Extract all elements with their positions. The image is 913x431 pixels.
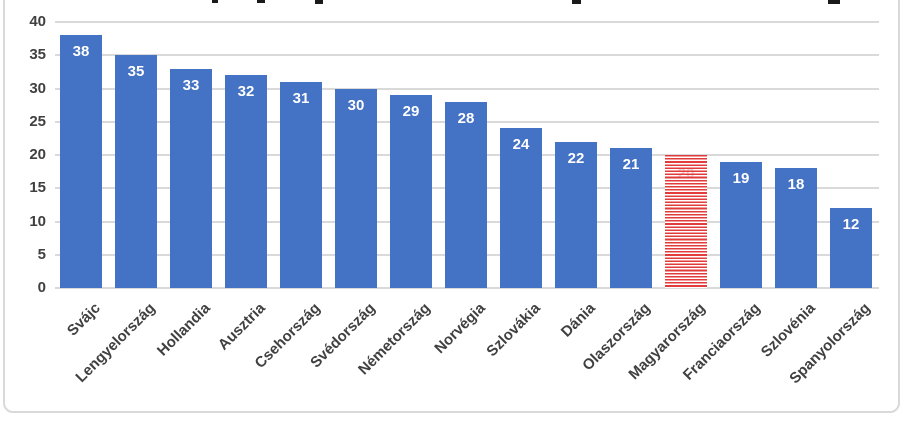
gridline <box>55 287 879 289</box>
y-axis-tick-label: 40 <box>29 13 46 30</box>
gridline <box>55 21 879 23</box>
gridline <box>55 54 879 57</box>
bar-value-label: 19 <box>732 169 750 187</box>
bar-3: 32 <box>225 75 267 288</box>
bar-value-label: 24 <box>512 136 530 154</box>
bar-value-label: 30 <box>347 96 365 114</box>
y-axis-tick-label: 15 <box>29 179 46 197</box>
bar-9: 22 <box>555 141 597 288</box>
clipped-title-fragment <box>315 0 323 4</box>
bar-2: 33 <box>170 68 212 288</box>
bar-12: 19 <box>720 161 762 288</box>
bar-value-label: 21 <box>622 156 640 174</box>
y-axis-tick-label: 10 <box>29 212 46 230</box>
y-axis-tick-label: 5 <box>37 245 46 263</box>
bar-4: 31 <box>280 81 322 288</box>
y-axis-tick-label: 35 <box>29 46 46 64</box>
bar-5: 30 <box>335 88 377 288</box>
bar-value-label: 35 <box>127 63 145 81</box>
gridline <box>55 87 879 90</box>
bar-value-label: 33 <box>182 76 200 94</box>
bar-10: 21 <box>610 148 652 288</box>
bar-8: 24 <box>500 128 542 288</box>
bar-value-label: 22 <box>567 149 585 167</box>
highlight-stripe-pattern <box>665 155 707 288</box>
y-axis-tick-label: 0 <box>37 279 46 296</box>
bar-value-label: 32 <box>237 83 255 101</box>
bar-7: 28 <box>445 101 487 288</box>
clipped-title-fragment <box>828 0 840 4</box>
bar-value-label: 28 <box>457 109 475 127</box>
bar-value-label: 31 <box>292 89 310 107</box>
bar-value-label: 12 <box>842 216 860 234</box>
bar-14: 12 <box>830 208 872 288</box>
bar-6: 29 <box>390 95 432 288</box>
bar-13: 18 <box>775 168 817 288</box>
clipped-title-fragment <box>257 0 265 3</box>
bar-11: 20 <box>665 155 707 288</box>
bar-value-label: 18 <box>787 176 805 194</box>
bar-0: 38 <box>60 35 102 288</box>
bar-1: 35 <box>115 55 157 289</box>
y-axis-tick-label: 25 <box>29 112 46 130</box>
clipped-title-fragment <box>212 0 218 3</box>
bar-value-label: 29 <box>402 103 420 121</box>
bar-value-label: 38 <box>72 43 90 61</box>
clipped-title-fragment <box>572 0 581 4</box>
y-axis-tick-label: 30 <box>29 79 46 97</box>
y-axis-tick-label: 20 <box>29 146 46 163</box>
